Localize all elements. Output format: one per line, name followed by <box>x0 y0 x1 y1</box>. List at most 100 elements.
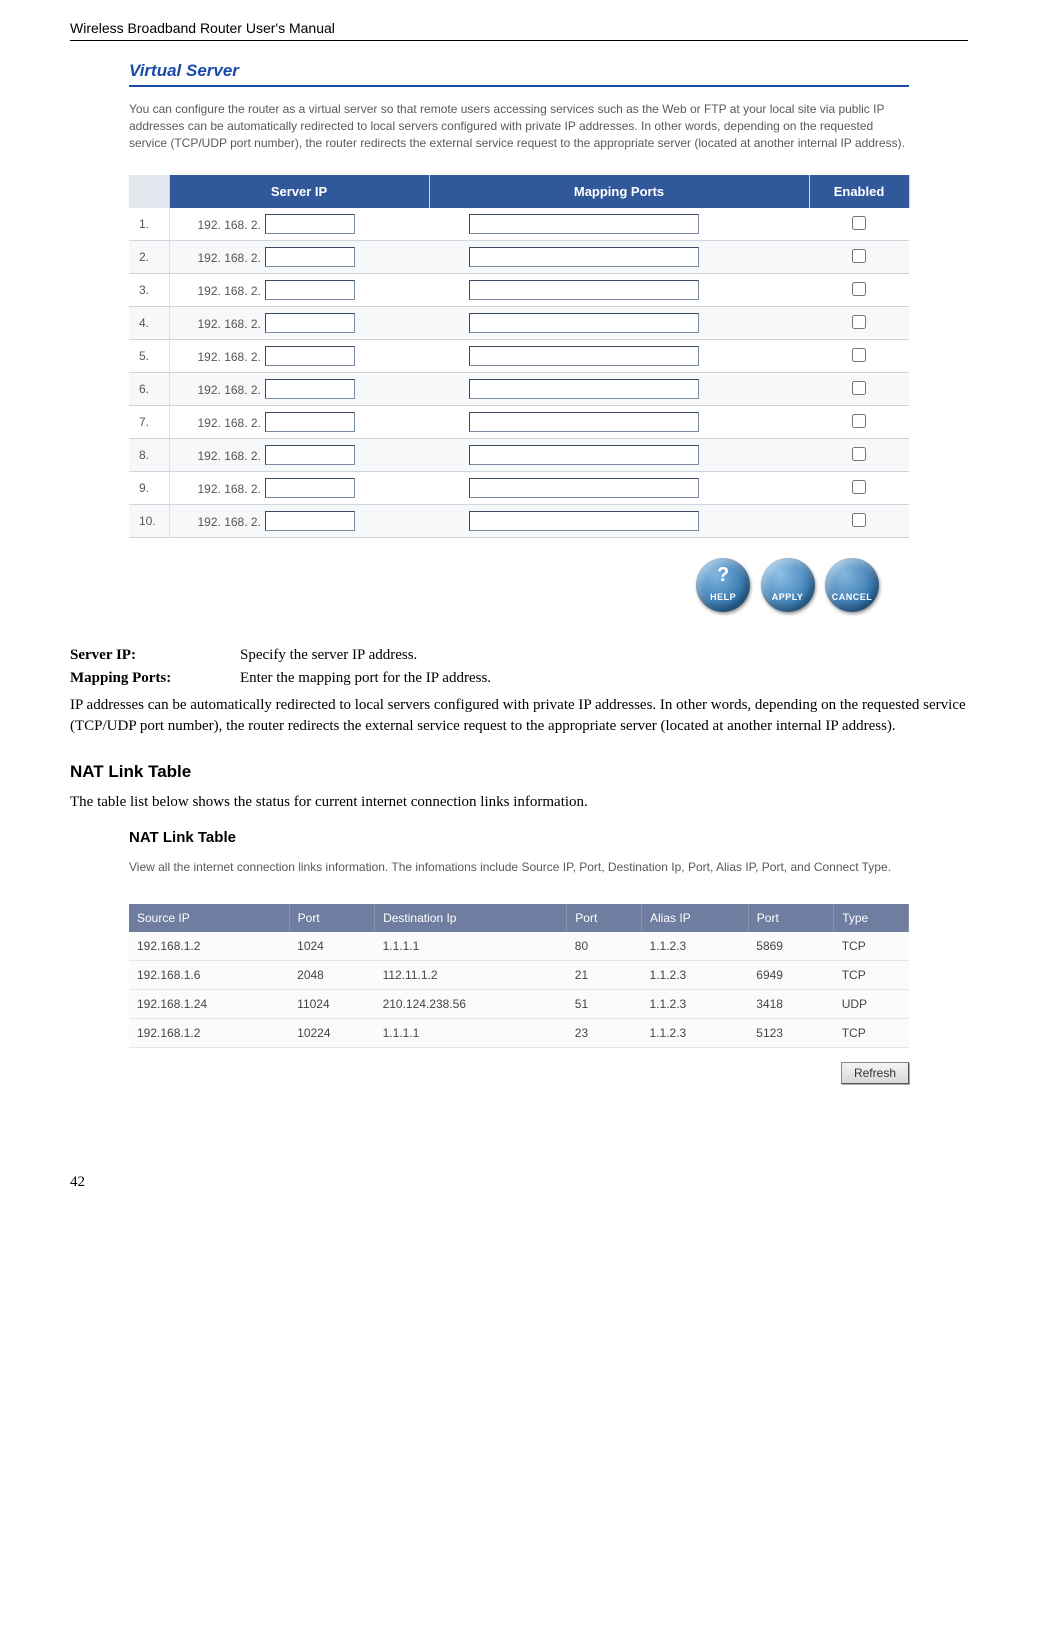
table-row: 10.192. 168. 2. <box>129 505 909 538</box>
server-ip-input[interactable] <box>265 313 355 333</box>
nat-col-header: Port <box>748 904 833 932</box>
table-row: 2.192. 168. 2. <box>129 241 909 274</box>
table-row: 7.192. 168. 2. <box>129 406 909 439</box>
enabled-checkbox[interactable] <box>852 381 866 395</box>
row-number: 4. <box>129 307 169 340</box>
virtual-server-buttons: ? HELP APPLY CANCEL <box>129 558 909 617</box>
enabled-checkbox[interactable] <box>852 315 866 329</box>
nat-cell: TCP <box>834 1018 909 1047</box>
ip-prefix: 192. 168. 2. <box>198 482 261 496</box>
nat-cell: 2048 <box>289 960 374 989</box>
nat-col-header: Source IP <box>129 904 289 932</box>
nat-description: View all the internet connection links i… <box>129 858 909 876</box>
row-number: 1. <box>129 208 169 241</box>
mapping-port-input[interactable] <box>469 478 699 498</box>
nat-link-table-heading: NAT Link Table <box>70 762 968 782</box>
mapping-port-input[interactable] <box>469 313 699 333</box>
definitions-paragraph: IP addresses can be automatically redire… <box>70 695 968 736</box>
server-ip-input[interactable] <box>265 346 355 366</box>
nat-cell: 1024 <box>289 932 374 961</box>
mapping-port-cell <box>429 373 809 406</box>
row-number: 8. <box>129 439 169 472</box>
mapping-port-input[interactable] <box>469 445 699 465</box>
server-ip-input[interactable] <box>265 511 355 531</box>
table-row: 8.192. 168. 2. <box>129 439 909 472</box>
refresh-row: Refresh <box>129 1062 909 1084</box>
mapping-port-input[interactable] <box>469 511 699 531</box>
nat-link-table-intro: The table list below shows the status fo… <box>70 794 968 811</box>
mapping-port-input[interactable] <box>469 412 699 432</box>
mapping-port-input[interactable] <box>469 214 699 234</box>
enabled-cell <box>809 472 909 505</box>
help-button[interactable]: ? HELP <box>696 558 750 612</box>
enabled-checkbox[interactable] <box>852 348 866 362</box>
mapping-port-cell <box>429 472 809 505</box>
enabled-checkbox[interactable] <box>852 513 866 527</box>
row-number: 2. <box>129 241 169 274</box>
server-ip-cell: 192. 168. 2. <box>169 505 429 538</box>
nat-cell: TCP <box>834 932 909 961</box>
enabled-checkbox[interactable] <box>852 249 866 263</box>
cancel-button[interactable]: CANCEL <box>825 558 879 612</box>
enabled-cell <box>809 274 909 307</box>
server-ip-label: Server IP: <box>70 647 240 664</box>
server-ip-input[interactable] <box>265 247 355 267</box>
row-number: 6. <box>129 373 169 406</box>
nat-title: NAT Link Table <box>129 829 909 846</box>
ip-prefix: 192. 168. 2. <box>198 383 261 397</box>
nat-cell: UDP <box>834 989 909 1018</box>
vs-col-server-ip: Server IP <box>169 175 429 208</box>
enabled-cell <box>809 241 909 274</box>
enabled-cell <box>809 406 909 439</box>
mapping-port-input[interactable] <box>469 346 699 366</box>
enabled-checkbox[interactable] <box>852 480 866 494</box>
row-number: 5. <box>129 340 169 373</box>
mapping-port-cell <box>429 208 809 241</box>
enabled-checkbox[interactable] <box>852 414 866 428</box>
enabled-cell <box>809 307 909 340</box>
nat-cell: 11024 <box>289 989 374 1018</box>
table-row: 192.168.1.2102241.1.1.1231.1.2.35123TCP <box>129 1018 909 1047</box>
nat-col-header: Port <box>289 904 374 932</box>
definition-server-ip: Server IP: Specify the server IP address… <box>70 647 968 664</box>
enabled-checkbox[interactable] <box>852 447 866 461</box>
row-number: 7. <box>129 406 169 439</box>
help-label: HELP <box>710 592 736 602</box>
nat-col-header: Destination Ip <box>375 904 567 932</box>
nat-table: Source IPPortDestination IpPortAlias IPP… <box>129 904 909 1048</box>
nat-col-header: Alias IP <box>642 904 749 932</box>
server-ip-input[interactable] <box>265 412 355 432</box>
server-ip-text: Specify the server IP address. <box>240 647 968 664</box>
enabled-checkbox[interactable] <box>852 216 866 230</box>
nat-cell: 23 <box>567 1018 642 1047</box>
cancel-label: CANCEL <box>832 592 873 602</box>
nat-cell: 1.1.1.1 <box>375 1018 567 1047</box>
mapping-port-input[interactable] <box>469 280 699 300</box>
vs-col-enabled: Enabled <box>809 175 909 208</box>
ip-prefix: 192. 168. 2. <box>198 218 261 232</box>
server-ip-input[interactable] <box>265 478 355 498</box>
server-ip-input[interactable] <box>265 445 355 465</box>
apply-button[interactable]: APPLY <box>761 558 815 612</box>
enabled-cell <box>809 208 909 241</box>
apply-label: APPLY <box>772 592 804 602</box>
mapping-port-input[interactable] <box>469 247 699 267</box>
table-row: 3.192. 168. 2. <box>129 274 909 307</box>
table-row: 1. 192. 168. 2. <box>129 208 909 241</box>
mapping-port-cell <box>429 505 809 538</box>
mapping-port-cell <box>429 241 809 274</box>
server-ip-cell: 192. 168. 2. <box>169 439 429 472</box>
server-ip-input[interactable] <box>265 214 355 234</box>
server-ip-cell: 192. 168. 2. <box>169 208 429 241</box>
server-ip-input[interactable] <box>265 280 355 300</box>
nat-cell: TCP <box>834 960 909 989</box>
table-row: 6. 192. 168. 2. <box>129 373 909 406</box>
server-ip-input[interactable] <box>265 379 355 399</box>
virtual-server-title: Virtual Server <box>129 61 909 87</box>
ip-prefix: 192. 168. 2. <box>198 515 261 529</box>
nat-cell: 1.1.2.3 <box>642 960 749 989</box>
refresh-button[interactable]: Refresh <box>841 1062 909 1084</box>
mapping-port-cell <box>429 307 809 340</box>
mapping-port-input[interactable] <box>469 379 699 399</box>
enabled-checkbox[interactable] <box>852 282 866 296</box>
